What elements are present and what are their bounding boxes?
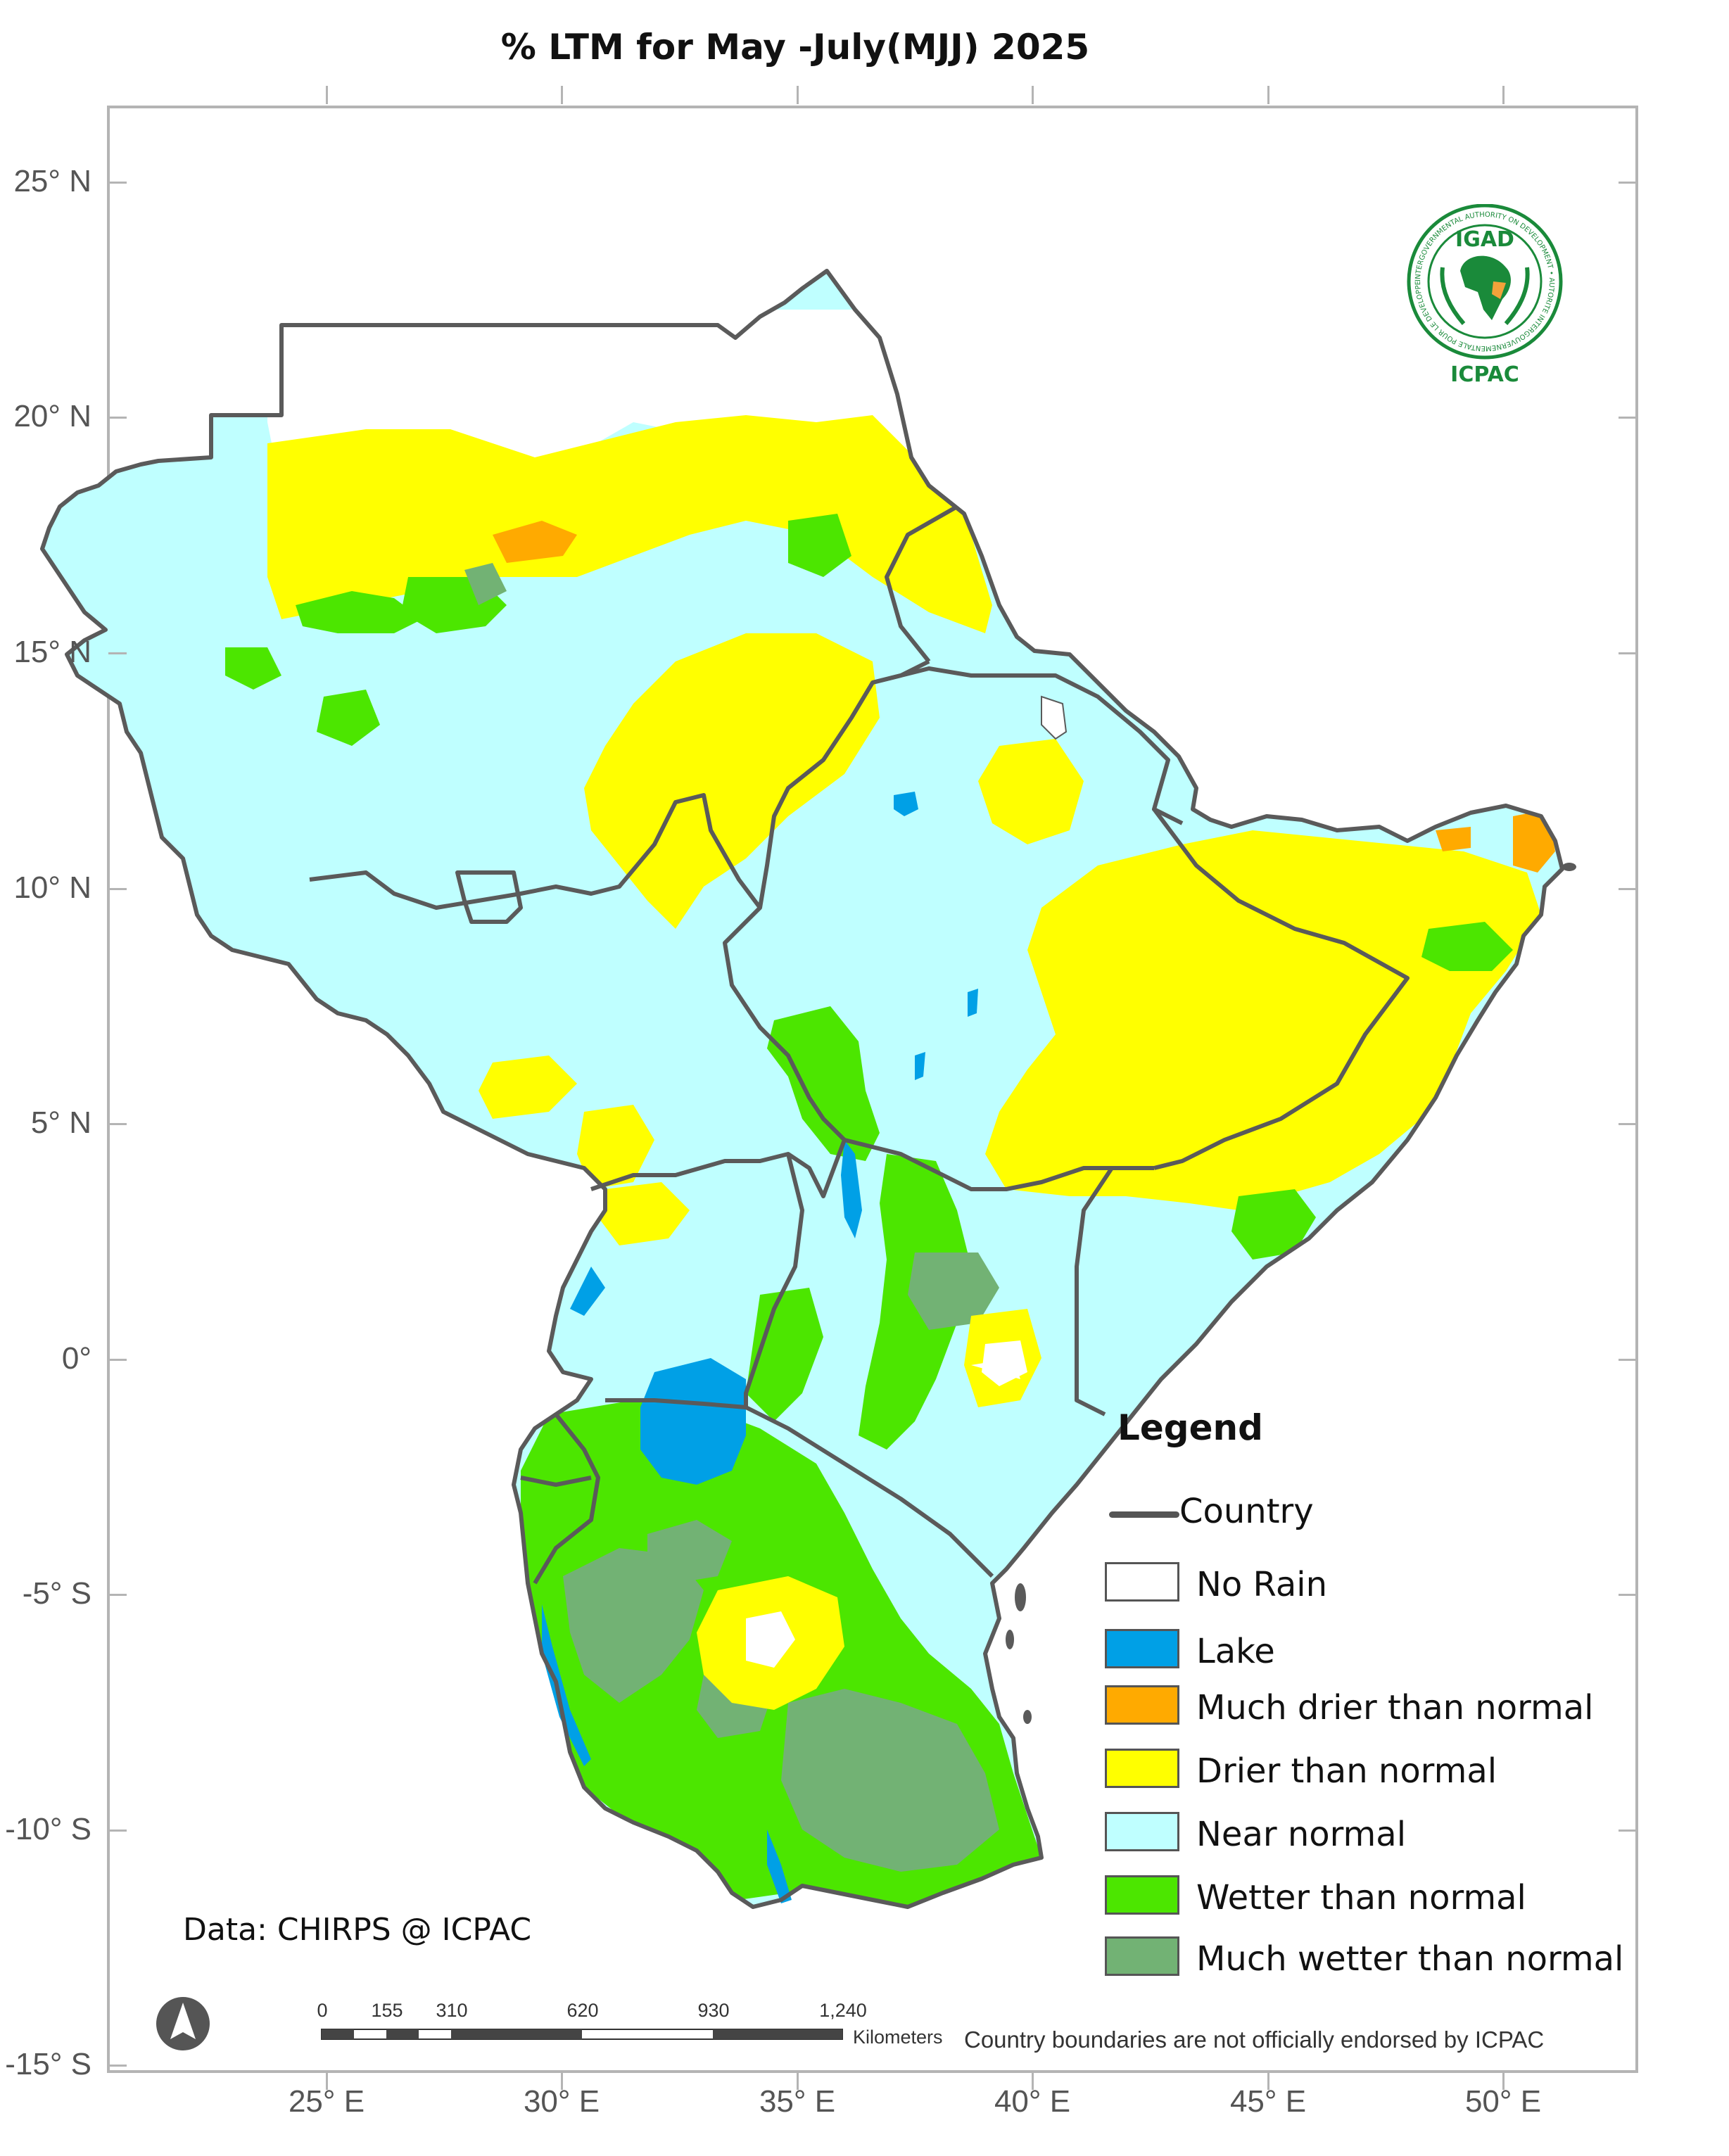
lat-label-20n: 20° N (13, 399, 91, 433)
boundary-disclaimer: Country boundaries are not officially en… (964, 2027, 1545, 2053)
lon-tick (1502, 86, 1505, 104)
lon-tick (797, 86, 799, 104)
lon-tick (1032, 2072, 1034, 2090)
map-frame (107, 106, 1638, 2073)
lat-label-0: 0° (61, 1341, 91, 1376)
scale-tick-label: 155 (371, 2000, 403, 2021)
lat-tick (108, 182, 127, 184)
scale-tick-label: 620 (566, 2000, 599, 2021)
lon-tick (561, 86, 563, 104)
lon-tick (1502, 2072, 1505, 2090)
legend-swatch (1105, 1749, 1179, 1788)
legend-swatch (1105, 1685, 1179, 1725)
lon-tick (1032, 86, 1034, 104)
lat-label-10n: 10° N (13, 870, 91, 905)
country-borders (42, 271, 1562, 1907)
islands (1006, 863, 1576, 1724)
salt-flat (1041, 695, 1068, 740)
logo-acronym: IGAD (1455, 227, 1514, 252)
lat-tick (108, 888, 127, 890)
legend-label: Drier than normal (1196, 1751, 1497, 1791)
lat-tick (108, 417, 127, 419)
lat-tick (108, 2065, 127, 2067)
legend-swatch (1105, 1812, 1179, 1851)
scale-tick-label: 930 (697, 2000, 730, 2021)
legend-label: Much drier than normal (1196, 1688, 1594, 1727)
lon-label-30e: 30° E (523, 2084, 600, 2119)
lat-label-15n: 15° N (13, 635, 91, 669)
lat-tick (1619, 1830, 1637, 1832)
lon-tick (561, 2072, 563, 2090)
lat-tick (1619, 1359, 1637, 1361)
legend-swatch (1105, 1936, 1179, 1976)
lat-tick (1619, 182, 1637, 184)
legend-swatch (1105, 1629, 1179, 1668)
legend-label: No Rain (1196, 1565, 1327, 1604)
country-legend-label: Country (1179, 1492, 1314, 1531)
legend-label: Wetter than normal (1196, 1878, 1526, 1917)
map-title: % LTM for May -July(MJJ) 2025 (500, 27, 1090, 68)
igad-icpac-logo: INTERGOVERNMENTAL AUTHORITY ON DEVELOPME… (1400, 204, 1563, 387)
country-legend-line (1109, 1511, 1179, 1518)
rainfall-anomaly-zones (225, 310, 1555, 1907)
lat-tick (108, 652, 127, 654)
data-credit: Data: CHIRPS @ ICPAC (183, 1912, 532, 1948)
lakes (542, 792, 978, 1903)
lat-tick (1619, 652, 1637, 654)
lon-label-40e: 40° E (994, 2084, 1071, 2119)
lat-tick (1619, 888, 1637, 890)
scale-tick-label: 0 (317, 2000, 328, 2021)
legend-title: Legend (1117, 1407, 1263, 1448)
legend-label: Lake (1196, 1632, 1275, 1671)
lon-tick (326, 86, 328, 104)
lat-tick (108, 1359, 127, 1361)
lat-tick (108, 1594, 127, 1596)
lon-tick (326, 2072, 328, 2090)
lon-label-35e: 35° E (759, 2084, 836, 2119)
logo-org: ICPAC (1450, 362, 1519, 387)
legend-swatch (1105, 1562, 1179, 1602)
legend-swatch (1105, 1875, 1179, 1915)
lon-tick (1267, 2072, 1269, 2090)
legend-label: Much wetter than normal (1196, 1939, 1624, 1979)
lat-label-25n: 25° N (13, 164, 91, 198)
lat-tick (1619, 1123, 1637, 1125)
scale-tick-label: 1,240 (819, 2000, 867, 2021)
lat-tick (1619, 417, 1637, 419)
lat-label-15s: -15° S (5, 2047, 91, 2081)
lat-tick (108, 1123, 127, 1125)
scale-bar (321, 2029, 843, 2040)
lat-tick (108, 1830, 127, 1832)
scale-tick-label: 310 (436, 2000, 468, 2021)
lon-label-50e: 50° E (1464, 2084, 1542, 2119)
lat-label-5s: -5° S (22, 1576, 91, 1611)
lat-label-5n: 5° N (30, 1105, 91, 1140)
legend-label: Near normal (1196, 1815, 1407, 1854)
scale-unit-label: Kilometers (853, 2027, 943, 2048)
lon-label-45e: 45° E (1229, 2084, 1307, 2119)
lat-label-10s: -10° S (5, 1812, 91, 1846)
lat-tick (1619, 1594, 1637, 1596)
lon-label-25e: 25° E (288, 2084, 365, 2119)
north-arrow-icon (156, 1997, 210, 2050)
lon-tick (1267, 86, 1269, 104)
lon-tick (797, 2072, 799, 2090)
